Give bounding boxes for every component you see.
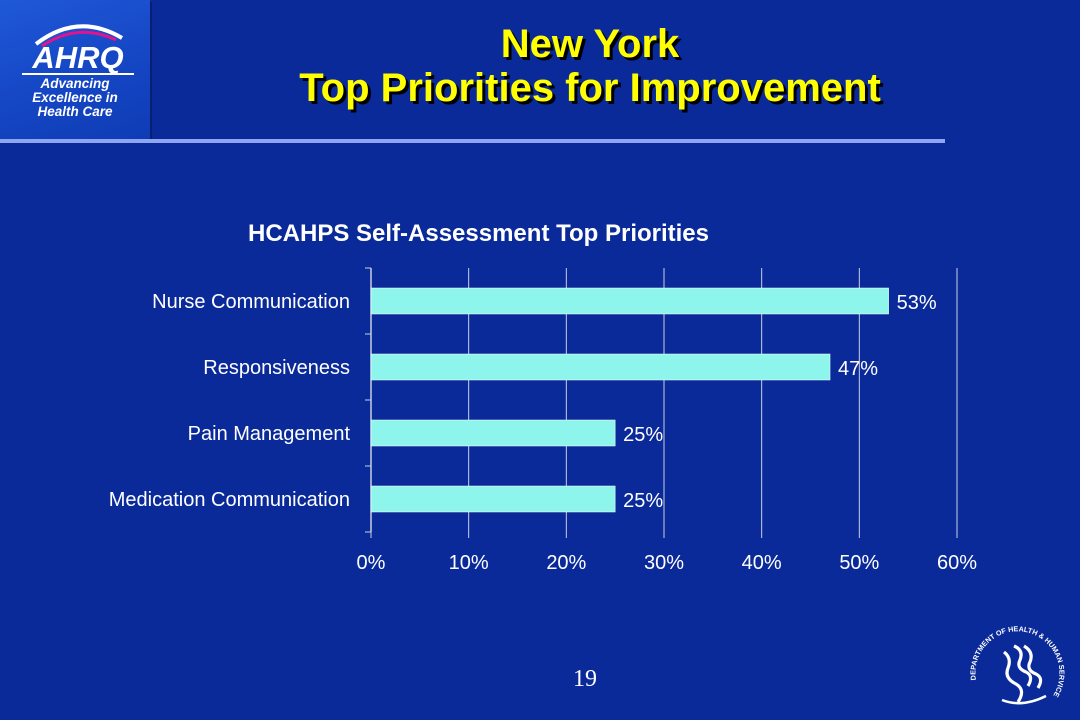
seal-text-path: DEPARTMENT OF HEALTH & HUMAN SERVICES · …: [962, 616, 1067, 699]
tagline-line: Advancing: [40, 76, 110, 91]
slide-title-line-1: New York: [500, 22, 680, 66]
bar: [370, 419, 616, 447]
bar: [370, 353, 831, 381]
x-tick-label: 30%: [644, 552, 684, 574]
logo-divider: [22, 73, 134, 75]
tagline-line: Excellence in: [32, 90, 118, 105]
data-label: 47%: [838, 358, 878, 380]
x-tick-label: 0%: [357, 552, 386, 574]
ahrq-logo: AHRQ Advancing Excellence in Health Care: [0, 0, 150, 140]
category-label: Nurse Communication: [152, 291, 350, 313]
data-label: 53%: [897, 292, 937, 314]
slide-title: New York Top Priorities for Improvement: [160, 22, 1020, 110]
ahrq-logo-icon: AHRQ: [31, 24, 124, 74]
slide-title-line-2: Top Priorities for Improvement: [299, 66, 881, 110]
ahrq-wordmark: AHRQ: [31, 40, 123, 74]
x-tick-label: 40%: [742, 552, 782, 574]
tagline-line: Health Care: [37, 104, 113, 119]
category-label: Responsiveness: [203, 357, 350, 379]
chart-title: HCAHPS Self-Assessment Top Priorities: [248, 220, 710, 247]
x-tick-label: 20%: [546, 552, 586, 574]
category-label: Pain Management: [188, 423, 351, 445]
bar: [370, 287, 889, 315]
data-label: 25%: [623, 490, 663, 512]
page-number: 19: [573, 666, 597, 692]
x-tick-label: 10%: [449, 552, 489, 574]
hhs-seal-icon: DEPARTMENT OF HEALTH & HUMAN SERVICES · …: [962, 616, 1067, 705]
x-tick-label: 50%: [839, 552, 879, 574]
seal-text: DEPARTMENT OF HEALTH & HUMAN SERVICES · …: [962, 616, 1067, 699]
logo-tagline: Advancing Excellence in Health Care: [0, 77, 150, 119]
bar: [370, 485, 616, 513]
data-label: 25%: [623, 424, 663, 446]
title-divider: [0, 139, 945, 143]
category-label: Medication Communication: [109, 489, 350, 511]
x-tick-label: 60%: [937, 552, 977, 574]
